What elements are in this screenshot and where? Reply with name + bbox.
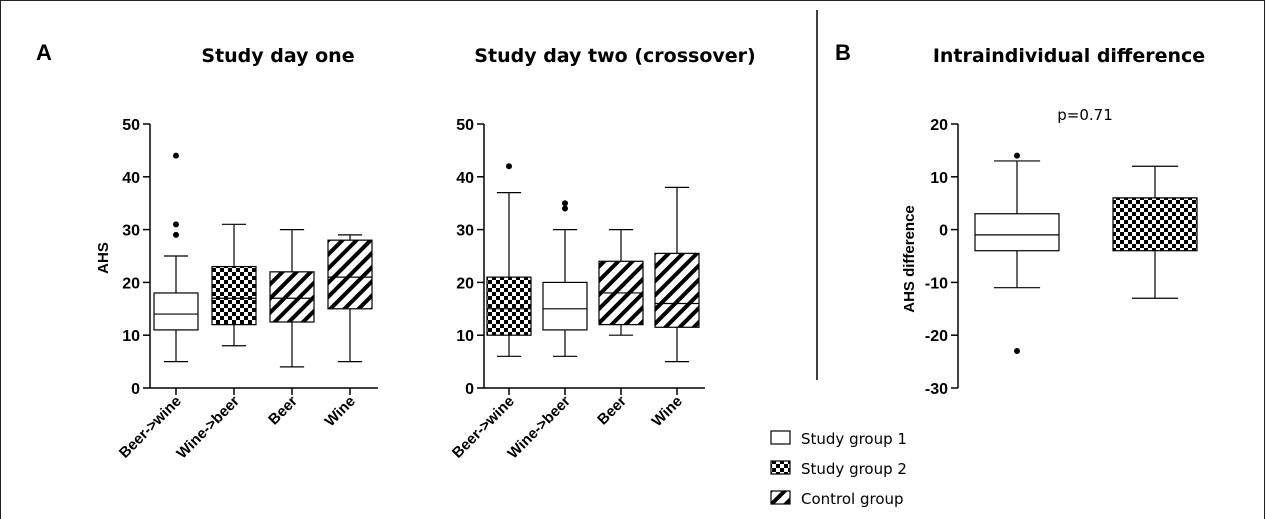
legend-label-study-group-1: Study group 1 [801,430,907,448]
legend-swatch-study-group-1 [770,430,791,445]
x-tick-label: Beer [594,393,630,429]
x-tick-label: Wine [322,393,359,430]
y-tick-label: 10 [122,328,140,345]
y-tick-label: 30 [122,223,140,240]
box-iqr [654,252,700,328]
box-beer [598,229,644,336]
panel-letter-b: B [835,40,851,65]
box-wine [654,186,700,363]
y-axis-label-ahs: AHS [95,242,112,274]
p-value-annotation: p=0.71 [1057,106,1113,124]
y-tick-label: 50 [122,117,140,134]
y-tick-label: 20 [930,117,948,134]
y-tick-label: 10 [456,328,474,345]
y-tick-label: 20 [122,275,140,292]
box-iqr [486,276,532,336]
outlier-point [562,200,568,207]
x-tick-label: Wine->beer [173,393,243,463]
box-iqr [269,271,315,323]
box-beer [269,229,315,368]
y-tick-label: 10 [930,170,948,187]
box-beer-wine [486,163,532,357]
y-tick-label: 0 [131,381,140,398]
box-wine [327,234,373,363]
box-group-2 [1112,165,1198,299]
x-tick-label: Beer [265,393,301,429]
outlier-point [173,152,179,159]
outlier-point [1014,348,1020,355]
y-tick-label: -30 [925,381,948,398]
box-wine-beer [542,200,588,357]
outlier-point [173,221,179,228]
y-tick-label: 40 [456,170,474,187]
legend-label-study-group-2: Study group 2 [801,460,907,478]
outlier-point [506,163,512,170]
x-tick-label: Wine [649,393,686,430]
y-tick-label: 50 [456,117,474,134]
outlier-point [173,231,179,238]
y-axis-label-ahs-difference: AHS difference [901,205,918,313]
chart-title-difference: Intraindividual difference [933,45,1205,67]
box-iqr [211,265,257,326]
y-tick-label: 0 [939,223,948,240]
outlier-point [562,205,568,212]
legend: Study group 1 Study group 2 Control grou… [770,430,907,508]
y-tick-label: 40 [122,170,140,187]
box-iqr [542,281,588,331]
box-iqr [327,239,373,310]
box-iqr [1112,197,1198,252]
chart-title-day-two: Study day two (crossover) [474,45,755,67]
y-tick-label: -10 [925,275,948,292]
box-wine-beer [211,223,257,347]
chart-title-day-one: Study day one [201,45,354,67]
box-iqr [974,213,1060,252]
box-group-1 [974,152,1060,355]
y-tick-label: 0 [465,381,474,398]
y-tick-label: -20 [925,328,948,345]
panel-letter-a: A [36,40,52,65]
y-tick-label: 20 [456,275,474,292]
chart-2: -30 -20 -10 0 10 20 [925,117,1198,398]
box-beer-wine [153,152,199,363]
y-tick-label: 30 [456,223,474,240]
legend-swatch-control-group [770,490,791,505]
box-iqr [153,292,199,331]
legend-label-control-group: Control group [801,490,904,508]
legend-swatch-study-group-2 [770,460,791,475]
outlier-point [1014,152,1020,159]
